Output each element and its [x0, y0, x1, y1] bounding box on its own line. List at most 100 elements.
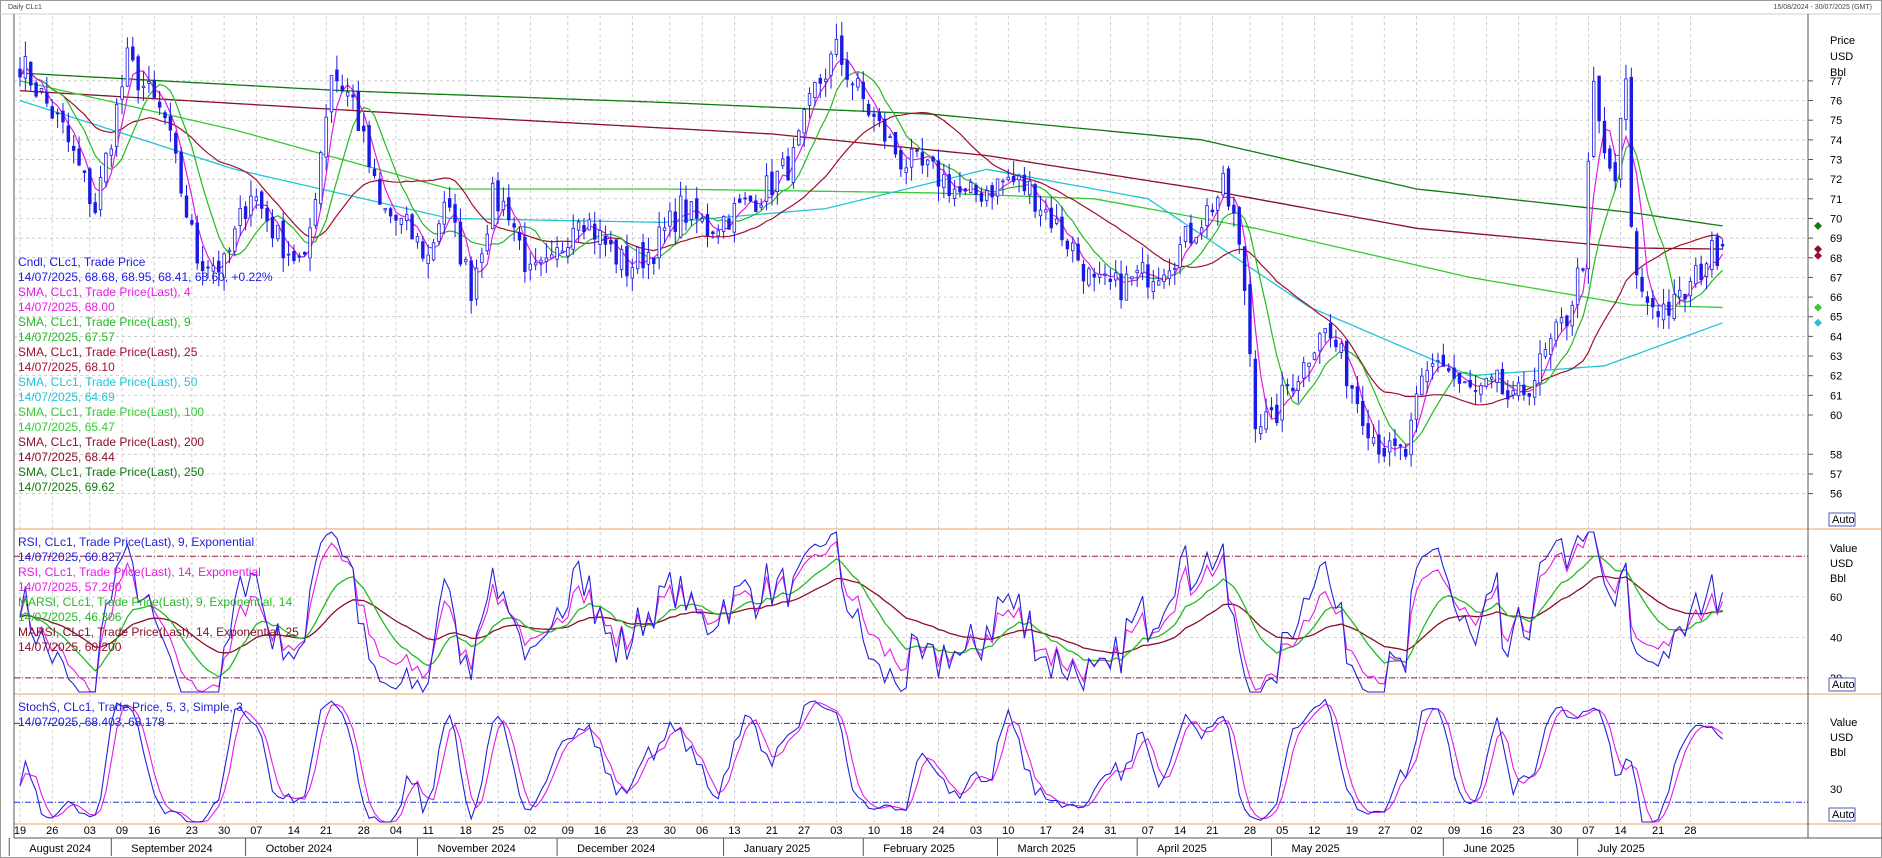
candle-body [1473, 390, 1478, 392]
x-tick-label: 09 [562, 825, 574, 837]
candle-body [1447, 368, 1451, 372]
candle-body [1404, 448, 1408, 457]
sma-250-line [19, 72, 1723, 227]
candle-body [764, 175, 769, 202]
candle-body [1624, 78, 1628, 120]
candle [1651, 290, 1655, 320]
candle [34, 79, 38, 98]
candle [1511, 381, 1515, 400]
candle [458, 208, 463, 267]
candle [1500, 362, 1505, 395]
candle [909, 138, 914, 181]
candle-body [1479, 385, 1483, 395]
candle-body [829, 53, 833, 76]
y-tick-label: 76 [1830, 96, 1842, 108]
candle [1114, 260, 1118, 288]
candle-body [614, 239, 618, 265]
stoch-axis-label: USD [1830, 732, 1853, 744]
auto-scale-label: Auto [1832, 514, 1855, 526]
candle-body [1484, 377, 1489, 387]
candle [72, 135, 76, 164]
candle-body [1081, 264, 1086, 282]
candle-body [1108, 278, 1113, 282]
month-label: January 2025 [744, 843, 811, 855]
candle [1608, 145, 1612, 172]
legend-entry-name: RSI, CLc1, Trade Price(Last), 14, Expone… [18, 565, 261, 579]
candle [469, 256, 473, 314]
candle-body [1629, 76, 1634, 227]
candle-body [340, 85, 344, 92]
candle [437, 219, 441, 245]
candle [1516, 376, 1521, 401]
candle-body [1441, 354, 1446, 367]
candle [936, 149, 941, 202]
y-tick-label: 70 [1830, 213, 1842, 225]
candle [840, 21, 844, 76]
candle [297, 252, 301, 263]
candle-body [351, 94, 355, 98]
month-label: October 2024 [266, 843, 333, 855]
x-tick-label: 21 [320, 825, 332, 837]
candle-body [1688, 281, 1693, 297]
x-tick-label: 14 [288, 825, 300, 837]
y-tick-label: 60 [1830, 592, 1842, 604]
candle [1167, 258, 1172, 286]
candle [979, 187, 984, 207]
candle [926, 158, 930, 178]
x-tick-label: 06 [696, 825, 708, 837]
candle [1672, 279, 1676, 321]
candle [1135, 264, 1139, 287]
candle-body [335, 69, 339, 82]
candle [528, 252, 532, 281]
candle-body [705, 214, 710, 237]
candle-body [265, 207, 269, 222]
candle [1661, 288, 1666, 329]
candle [55, 108, 60, 128]
last-value-marker [1814, 303, 1822, 312]
candle-body [1006, 176, 1010, 181]
candle-body [120, 86, 124, 100]
candle-body [861, 81, 865, 100]
candle-body [308, 227, 312, 259]
y-tick-label: 69 [1830, 233, 1842, 245]
candle [625, 234, 629, 287]
candle [1259, 414, 1263, 441]
candle-body [464, 259, 468, 263]
y-tick-label: 56 [1830, 489, 1842, 501]
candle-body [388, 208, 393, 217]
candle [453, 193, 457, 238]
candle [942, 163, 946, 198]
candle-body [313, 199, 318, 226]
candle-body [319, 152, 323, 204]
candle-body [286, 253, 291, 256]
candle-body [168, 116, 173, 131]
candle-body [356, 91, 361, 131]
y-tick-label: 61 [1830, 390, 1842, 402]
x-tick-label: 13 [728, 825, 740, 837]
candle [1565, 314, 1569, 341]
candle [1334, 329, 1338, 352]
x-tick-label: 16 [1480, 825, 1492, 837]
candle [705, 203, 710, 248]
candle [1199, 219, 1204, 240]
candle-body [1318, 333, 1322, 352]
candle [1656, 304, 1660, 328]
candle-body [780, 158, 785, 167]
candle [243, 201, 248, 231]
candle [1720, 239, 1725, 250]
stoch-axis-label: Bbl [1830, 747, 1846, 759]
candle [587, 212, 592, 231]
candle [23, 41, 28, 92]
y-tick-label: 72 [1830, 174, 1842, 186]
candle [1081, 260, 1086, 294]
candle [1602, 107, 1607, 159]
candle [1699, 255, 1703, 286]
candle [302, 251, 307, 257]
x-tick-label: 28 [1684, 825, 1696, 837]
candle-body [507, 197, 511, 221]
x-tick-label: 30 [1550, 825, 1562, 837]
candle-body [990, 185, 994, 198]
candle [1038, 195, 1043, 227]
candle-body [845, 60, 849, 80]
